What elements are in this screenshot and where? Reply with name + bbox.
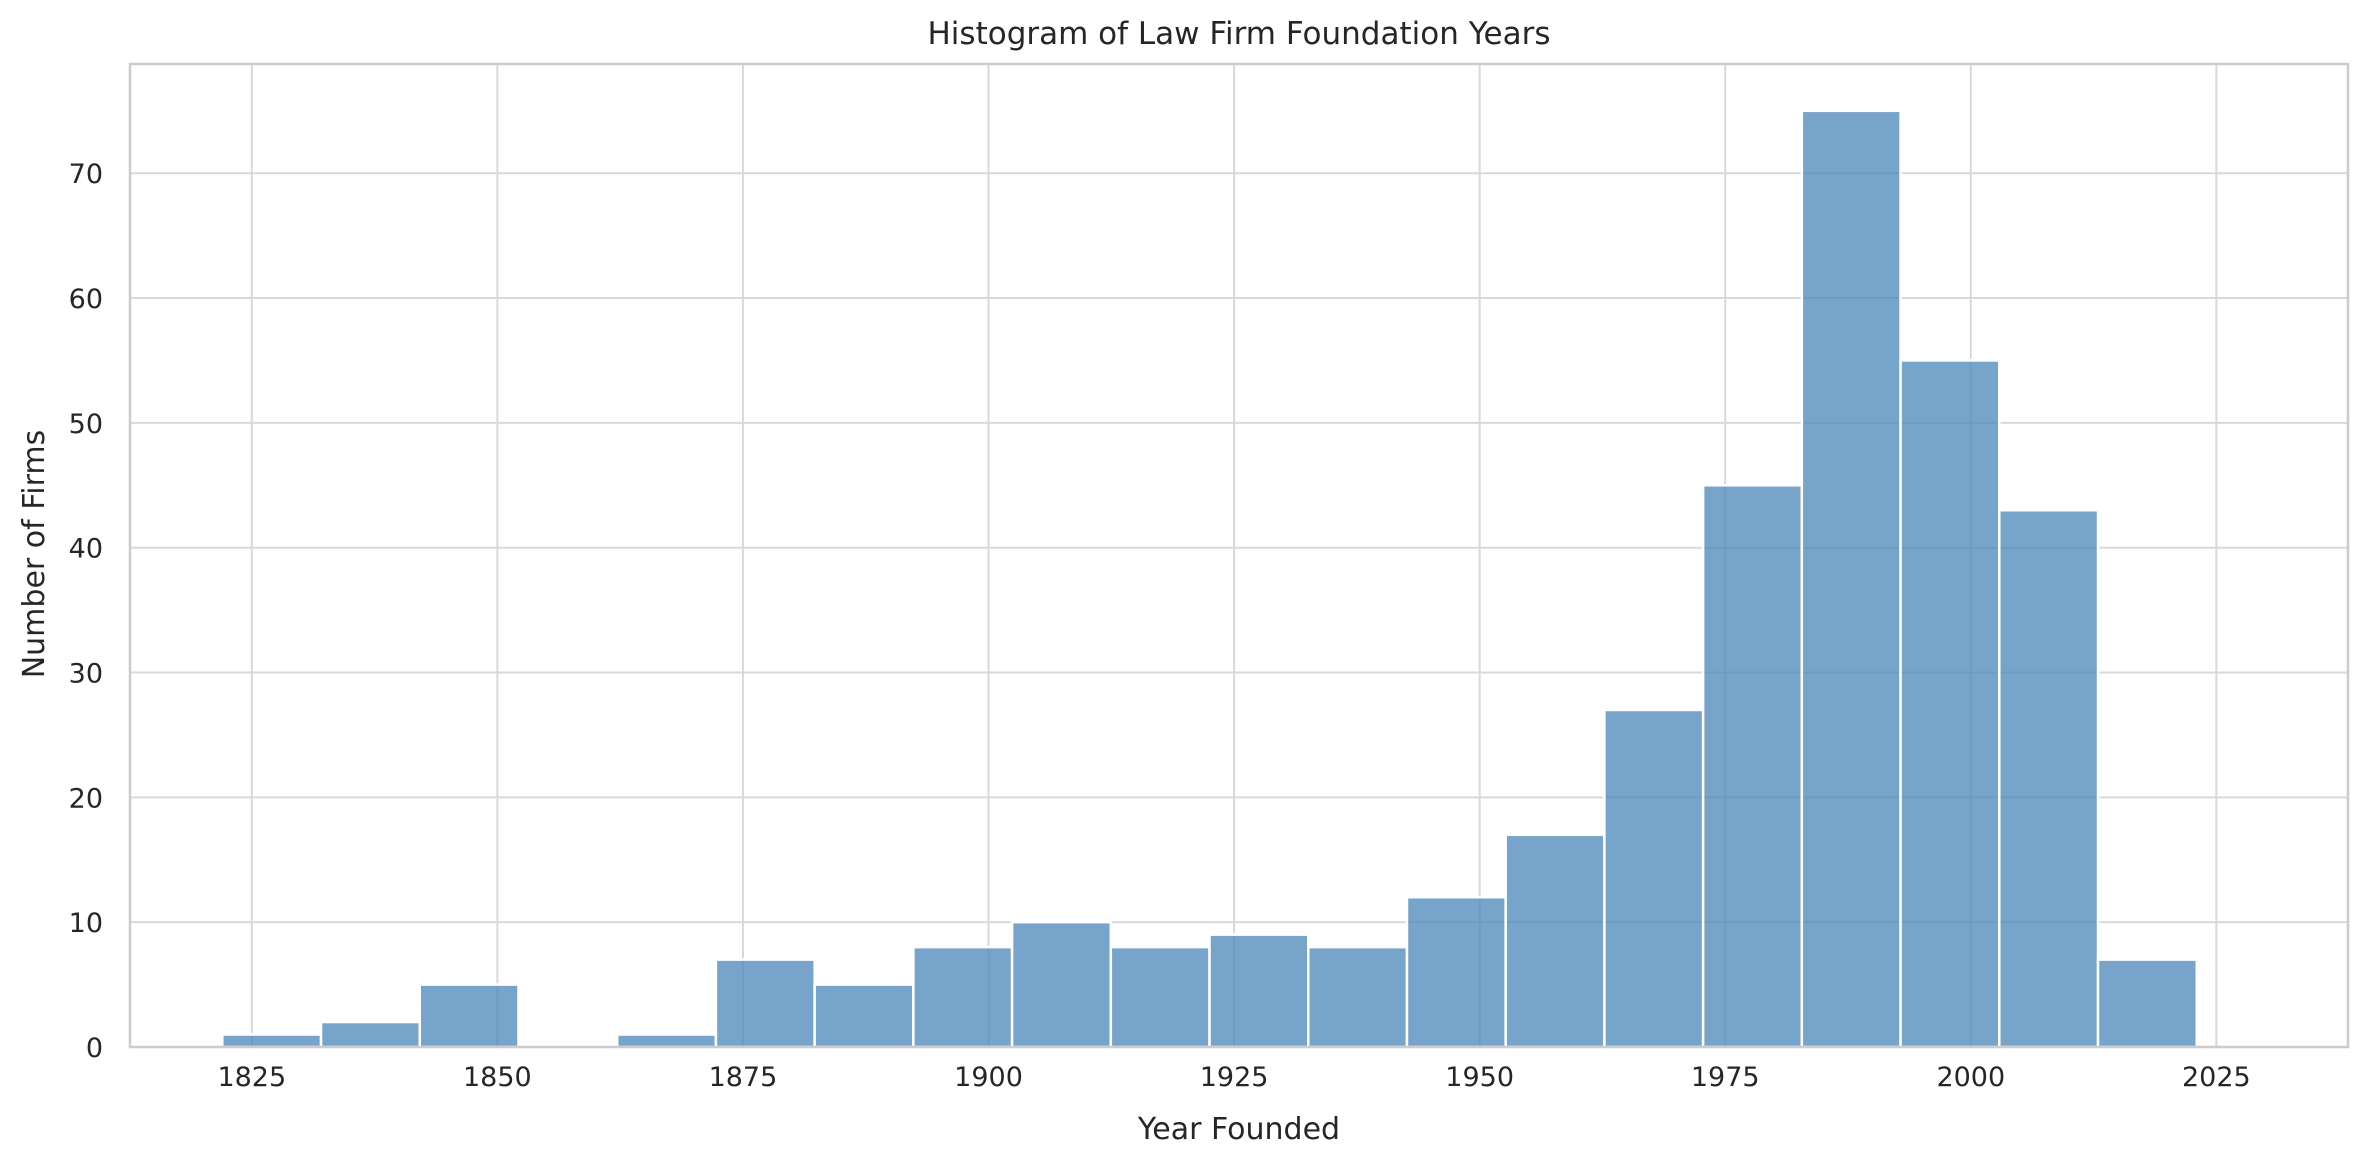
plot-frame (128, 62, 2350, 1049)
x-axis-label: Year Founded (1137, 1112, 1340, 1147)
y-tick-label: 40 (69, 534, 103, 565)
y-tick-label: 60 (69, 284, 103, 315)
x-tick-labels: 1825 1850 1875 1900 1925 1950 1975 2000 2025 (217, 1062, 2250, 1093)
histogram-bar (221, 1033, 323, 1049)
histogram-bars (221, 109, 2198, 1049)
histogram-bar (813, 983, 915, 1049)
y-tick-label: 0 (86, 1033, 103, 1064)
histogram-bar (1800, 109, 1902, 1049)
histogram-bar (2096, 958, 2198, 1049)
histogram-bar (1109, 945, 1211, 1049)
histogram-bar (1998, 509, 2100, 1049)
histogram-bar (418, 983, 520, 1049)
y-tick-label: 70 (69, 159, 103, 190)
y-tick-labels: 0 10 20 30 40 50 60 70 (69, 159, 103, 1064)
x-tick-label: 1975 (1691, 1062, 1760, 1093)
histogram-bar (1208, 933, 1310, 1049)
histogram-bar (1603, 708, 1705, 1049)
histogram-bar (615, 1033, 718, 1049)
histogram-bar (1504, 833, 1606, 1049)
x-tick-label: 2000 (1936, 1062, 2005, 1093)
x-tick-label: 1825 (217, 1062, 286, 1093)
y-tick-label: 10 (69, 908, 103, 939)
x-tick-label: 2025 (2182, 1062, 2251, 1093)
histogram-bar (1405, 895, 1507, 1049)
x-tick-label: 1900 (954, 1062, 1023, 1093)
histogram-bar (1010, 920, 1113, 1049)
chart-title: Histogram of Law Firm Foundation Years (928, 16, 1551, 52)
y-tick-label: 50 (69, 409, 103, 440)
histogram-bar (714, 958, 816, 1049)
histogram-bar (1307, 945, 1409, 1049)
histogram-bar (912, 945, 1014, 1049)
x-tick-label: 1850 (463, 1062, 532, 1093)
x-tick-label: 1950 (1445, 1062, 1514, 1093)
y-axis-label: Number of Firms (17, 430, 52, 679)
x-tick-label: 1925 (1200, 1062, 1269, 1093)
histogram-bar (319, 1020, 422, 1049)
histogram-bar (1899, 359, 2001, 1049)
histogram-bar (1701, 484, 1804, 1049)
x-tick-label: 1875 (709, 1062, 778, 1093)
y-tick-label: 20 (69, 783, 103, 814)
y-tick-label: 30 (69, 659, 103, 690)
